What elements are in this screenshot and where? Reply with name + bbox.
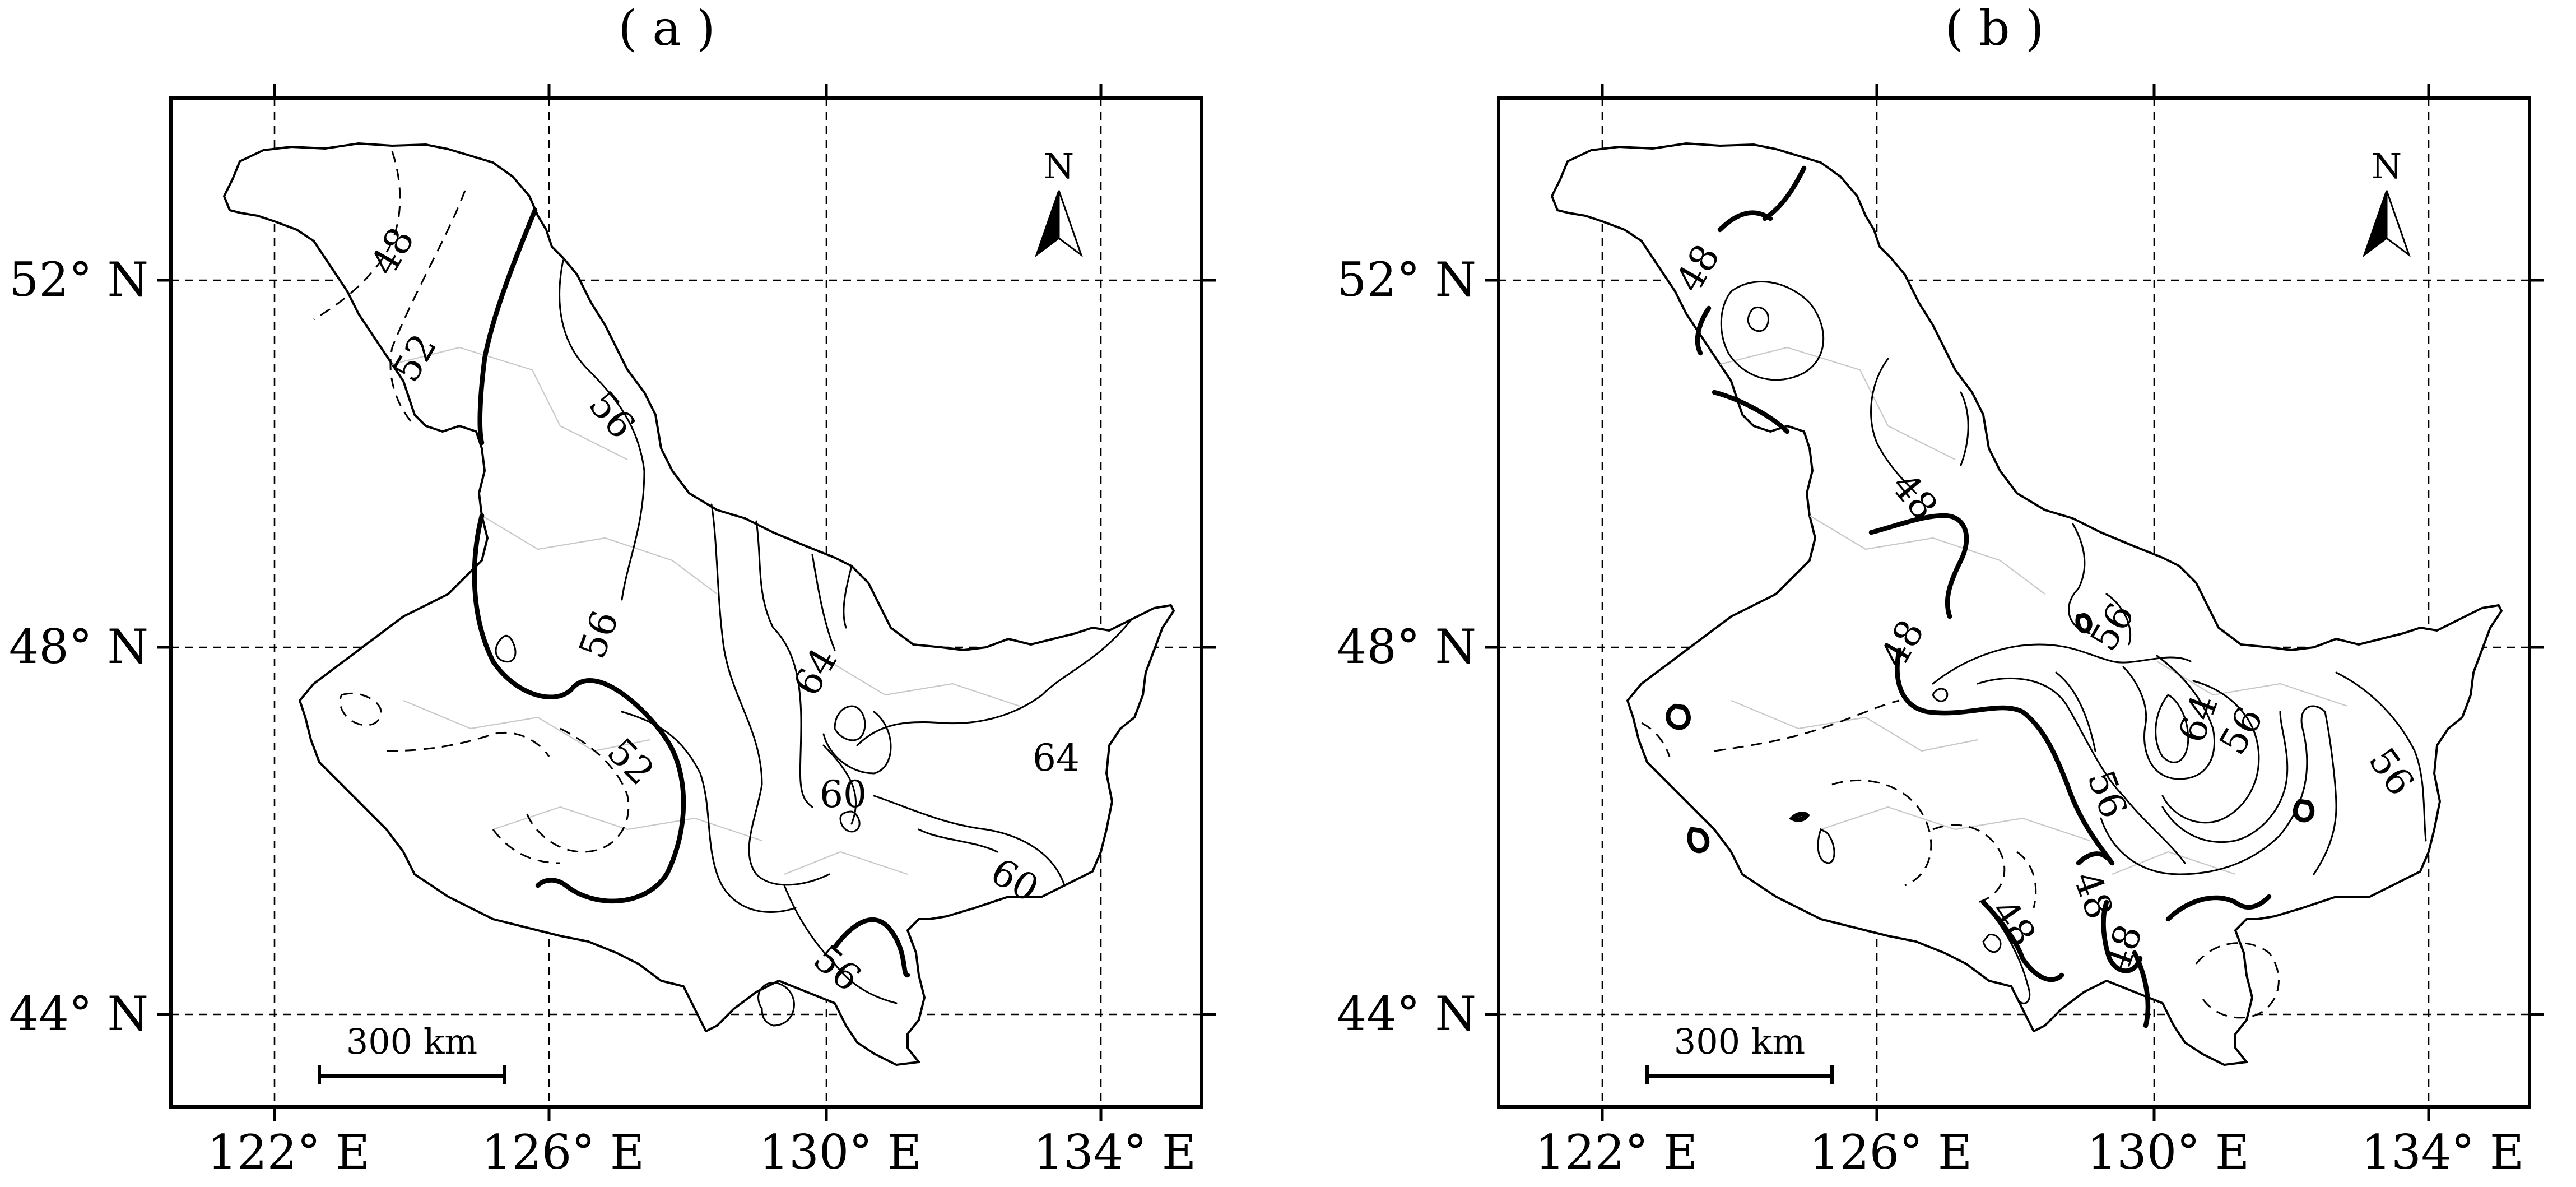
north-arrow: N xyxy=(2362,146,2411,258)
north-label: N xyxy=(2372,146,2402,187)
isolines xyxy=(1641,165,2427,1028)
latitude-label: 44° N xyxy=(9,986,148,1041)
county-boundaries xyxy=(392,346,1020,875)
map-frame xyxy=(1497,96,2531,1109)
latitude-label: 44° N xyxy=(1337,986,1476,1041)
province-boundary xyxy=(223,142,1175,1066)
latitude-label: 52° N xyxy=(9,252,148,307)
latitude-label: 52° N xyxy=(1337,252,1476,307)
longitude-label: 126° E xyxy=(1810,1125,1972,1180)
contour-label: 60 xyxy=(820,773,867,816)
longitude-label: 134° E xyxy=(1034,1125,1196,1180)
latitude-label: 48° N xyxy=(9,619,148,674)
scale-label: 300 km xyxy=(1674,1021,1805,1062)
scale-bar: 300 km xyxy=(318,1021,506,1084)
longitude-labels: 122° E 126° E 130° E 134° E xyxy=(207,1125,1196,1180)
panel-b: ( b ) xyxy=(1337,1,2544,1180)
latitude-labels: 52° N 48° N 44° N xyxy=(1337,252,1476,1041)
north-arrow-icon xyxy=(2362,190,2388,258)
scale-label: 300 km xyxy=(346,1021,477,1062)
scale-bar: 300 km xyxy=(1645,1021,1834,1084)
longitude-label: 122° E xyxy=(1535,1125,1698,1180)
longitude-labels: 122° E 126° E 130° E 134° E xyxy=(1535,1125,2524,1180)
latitude-labels: 52° N 48° N 44° N xyxy=(9,252,148,1041)
north-arrow-icon xyxy=(1034,190,1060,258)
longitude-label: 130° E xyxy=(759,1125,922,1180)
north-label: N xyxy=(1044,146,1074,187)
isolines xyxy=(313,151,1133,1027)
panel-a: ( a ) xyxy=(9,1,1216,1180)
north-arrow: N xyxy=(1034,146,1084,258)
longitude-label: 130° E xyxy=(2087,1125,2249,1180)
panel-label: ( a ) xyxy=(618,1,715,57)
panel-label: ( b ) xyxy=(1945,1,2044,57)
map-frame xyxy=(169,96,1203,1109)
longitude-label: 134° E xyxy=(2361,1125,2524,1180)
axis-ticks xyxy=(157,84,1216,1121)
contour-label: 64 xyxy=(1033,736,1080,780)
longitude-label: 126° E xyxy=(482,1125,644,1180)
longitude-label: 122° E xyxy=(207,1125,370,1180)
axis-ticks xyxy=(1485,84,2544,1121)
county-boundaries xyxy=(1719,346,2348,875)
latitude-label: 48° N xyxy=(1337,619,1476,674)
